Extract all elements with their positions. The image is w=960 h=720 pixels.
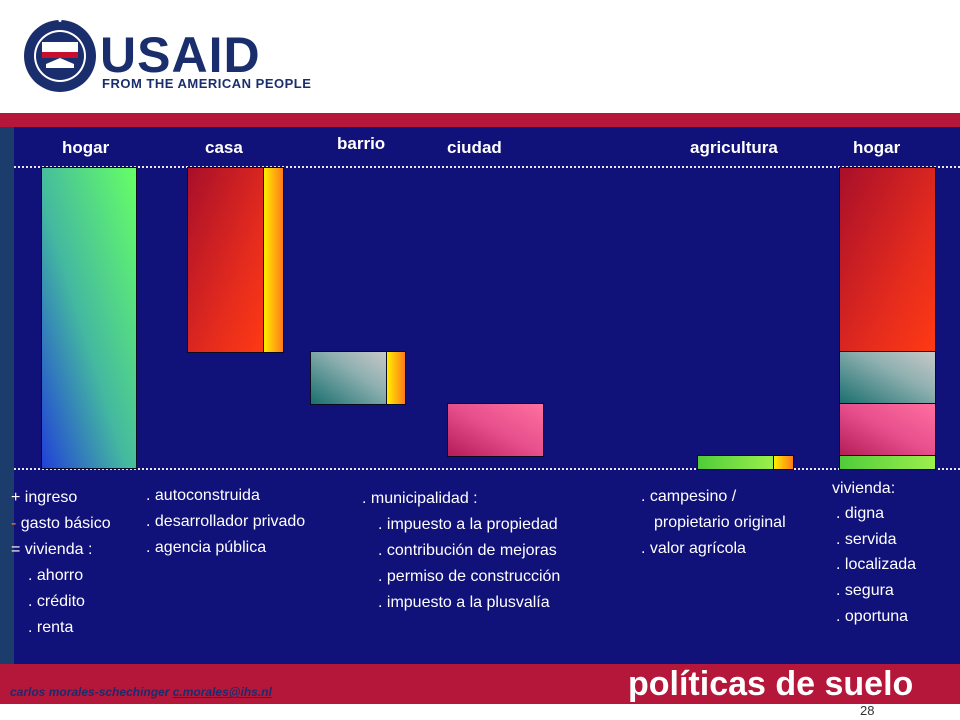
bar-hogar-final-construction: [839, 167, 936, 353]
bar-hogar-final-land: [839, 455, 936, 470]
note-vivienda-title: vivienda:: [832, 480, 896, 497]
column-header-hogar: hogar: [62, 138, 110, 157]
bar-hogar-final-taxes: [839, 403, 936, 457]
note-vivienda-localizada: . localizada: [836, 556, 917, 573]
note-casa-agencia: . agencia pública: [146, 539, 267, 556]
note-hogar-credito: . crédito: [28, 593, 85, 610]
bar-agricultura-margin: [773, 455, 794, 470]
bar-casa-construction: [187, 167, 265, 353]
page-number: 28: [860, 703, 875, 718]
column-header-casa: casa: [205, 138, 243, 157]
usaid-seal-icon: [24, 19, 96, 92]
note-agricultura-campesino: . campesino /: [641, 488, 737, 505]
bar-hogar-final-infrastructure: [839, 351, 936, 405]
note-ciudad-plusvalia: . impuesto a la plusvalía: [378, 594, 550, 611]
bar-barrio-infrastructure: [310, 351, 388, 405]
note-hogar-vivienda: = vivienda :: [11, 541, 93, 558]
note-vivienda-segura: . segura: [836, 582, 894, 599]
note-casa-desarrollador: . desarrollador privado: [146, 513, 306, 530]
dotted-divider-bottom: [14, 468, 960, 470]
column-header-barrio: barrio: [337, 134, 386, 153]
slide-title: políticas de suelo: [628, 665, 914, 703]
note-agricultura-propietario: propietario original: [654, 514, 786, 531]
left-edge-strip: [0, 127, 14, 664]
bar-agricultura-land-value: [697, 455, 775, 470]
note-ciudad-contribucion: . contribución de mejoras: [378, 542, 557, 559]
usaid-logo-text: USAID: [100, 27, 261, 83]
note-vivienda-oportuna: . oportuna: [836, 608, 909, 625]
bar-ciudad-taxes: [447, 403, 544, 457]
note-vivienda-servida: . servida: [836, 531, 897, 548]
author-email-link[interactable]: c.morales@ihs.nl: [172, 685, 272, 699]
minus-sign: -: [11, 515, 17, 532]
note-vivienda-digna: . digna: [836, 505, 885, 522]
bar-barrio-margin: [386, 351, 406, 405]
column-header-ciudad: ciudad: [447, 138, 502, 157]
note-ciudad-municipalidad: . municipalidad :: [362, 490, 478, 507]
note-casa-autoconstruida: . autoconstruida: [146, 487, 260, 504]
note-hogar-gasto: - gasto básico: [11, 511, 111, 537]
note-ciudad-impuesto-propiedad: . impuesto a la propiedad: [378, 516, 558, 533]
note-agricultura-valor: . valor agrícola: [641, 540, 746, 557]
note-ciudad-permiso: . permiso de construcción: [378, 568, 561, 585]
note-hogar-renta: . renta: [28, 619, 74, 636]
slide-body: [0, 127, 960, 664]
usaid-tagline: FROM THE AMERICAN PEOPLE: [102, 76, 312, 91]
dotted-divider-top: [14, 166, 960, 168]
column-header-hogar-final: hogar: [853, 138, 901, 157]
bar-hogar-income: [41, 167, 137, 469]
note-hogar-ahorro: . ahorro: [28, 567, 84, 584]
author-name: carlos morales-schechinger: [10, 685, 170, 699]
footer-credit: carlos morales-schechinger c.morales@ihs…: [10, 685, 272, 699]
column-header-agricultura: agricultura: [690, 138, 778, 157]
note-hogar-gasto-text: gasto básico: [20, 515, 111, 532]
header-area: [0, 0, 960, 113]
note-hogar-ingreso: + ingreso: [11, 489, 78, 506]
top-accent-bar: [0, 113, 960, 127]
bar-casa-margin: [263, 167, 284, 353]
footer-bar: [0, 664, 960, 704]
